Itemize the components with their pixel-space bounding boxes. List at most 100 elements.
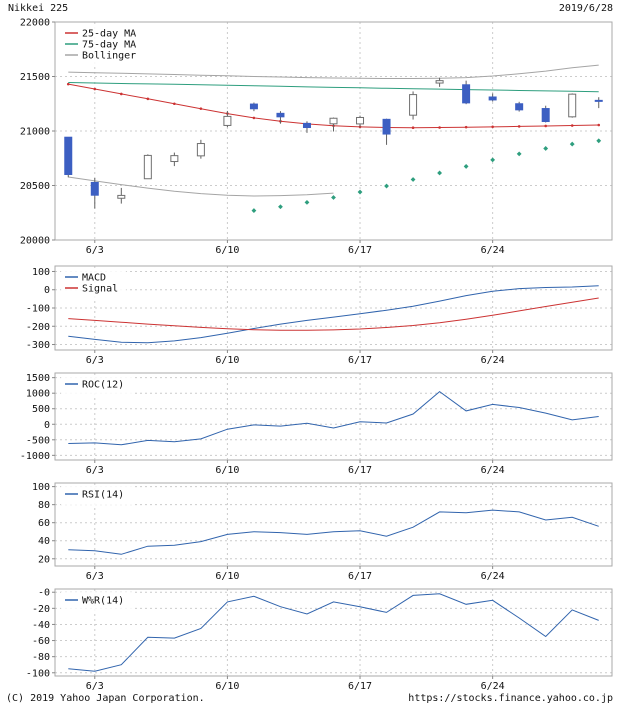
legend-label: W%R(14) (82, 596, 124, 607)
y-tick-label: -1000 (20, 451, 50, 462)
y-tick-label: 80 (38, 500, 50, 511)
legend-label: RSI(14) (82, 490, 124, 501)
y-tick-label: 100 (32, 482, 50, 493)
series-25-day-ma-marker (66, 82, 70, 86)
x-tick-label: 6/17 (348, 681, 372, 692)
panel-price: 22000 21500 21000 20500 20000 6/3 6/10 6/17 6/24… (20, 18, 613, 256)
legend-label: Signal (82, 284, 118, 295)
series-25-day-ma-marker (491, 125, 494, 129)
series-roc-12- (68, 390, 599, 446)
series-bollinger-upper (68, 64, 599, 79)
y-tick-label: 1000 (26, 389, 50, 400)
x-tick-label: 6/3 (86, 465, 104, 476)
candle-down (302, 122, 311, 129)
series-75-day-ma (68, 82, 599, 93)
y-tick-label: 40 (38, 536, 50, 547)
chart-title: Nikkei 225 (8, 3, 69, 14)
candle-up (409, 94, 418, 116)
legend-label: MACD (82, 273, 106, 284)
panel-border (54, 482, 613, 567)
x-tick-label: 6/24 (481, 465, 505, 476)
candle-up (329, 117, 338, 125)
candle-down (382, 118, 391, 135)
panel-border (54, 588, 613, 677)
x-tick-label: 6/17 (348, 571, 372, 582)
x-tick-label: 6/10 (215, 571, 239, 582)
y-tick-label: -300 (26, 340, 50, 351)
y-tick-label: -0 (38, 588, 50, 599)
x-tick-label: 6/24 (481, 571, 505, 582)
series-macd (68, 285, 599, 344)
series-w-r-14- (68, 593, 599, 672)
panel-bg (55, 373, 612, 460)
x-tick-label: 6/3 (86, 355, 104, 366)
y-tick-label: 100 (32, 267, 50, 278)
series-25-day-ma-marker (120, 92, 123, 96)
y-tick-label: 21000 (20, 127, 50, 138)
panel-rsi-14: 100 80 60 40 20 6/3 6/10 6/17 6/24 RSI(14) (32, 482, 613, 582)
candle-up (143, 154, 152, 180)
x-tick-label: 6/10 (215, 355, 239, 366)
panel-border (54, 372, 613, 461)
candle-up (117, 194, 126, 199)
legend-bg (61, 486, 133, 505)
legend-bg (61, 592, 133, 611)
x-tick-label: 6/3 (86, 681, 104, 692)
candle-up (170, 155, 179, 163)
x-tick-label: 6/24 (481, 681, 505, 692)
series-bollinger-lower-rising-dot (490, 157, 496, 163)
x-tick-label: 6/10 (215, 681, 239, 692)
series-bollinger-lower-rising-dot (251, 208, 257, 213)
footer-url: https://stocks.finance.yahoo.co.jp (408, 693, 613, 704)
x-tick-label: 6/17 (348, 465, 372, 476)
series-25-day-ma-marker (464, 125, 468, 129)
series-25-day-ma-marker (199, 107, 203, 110)
series-signal (68, 297, 599, 331)
candle-down (594, 99, 603, 102)
y-tick-label: -60 (32, 636, 50, 647)
series-25-day-ma-marker (252, 116, 256, 120)
y-tick-label: -200 (26, 322, 50, 333)
y-tick-label: 20000 (20, 236, 50, 247)
x-tick-label: 6/17 (348, 245, 372, 256)
x-tick-label: 6/17 (348, 355, 372, 366)
series-bollinger-lower-rising-dot (331, 195, 336, 200)
series-bollinger-lower-rising-dot (437, 170, 442, 176)
candle-down (515, 103, 524, 111)
y-tick-label: -100 (26, 304, 50, 315)
candle-down (249, 103, 258, 110)
series-25-day-ma-marker (438, 126, 441, 129)
series-25-day-ma-marker (93, 87, 97, 91)
y-tick-label: 0 (44, 420, 50, 431)
panel-macd: 100 0 -100 -200 -300 6/3 6/10 6/17 6/24 MACDSigna… (26, 265, 613, 366)
series-bollinger-lower-rising-dot (463, 164, 469, 169)
panel-bg (55, 589, 612, 676)
x-tick-label: 6/3 (86, 571, 104, 582)
series-bollinger-lower-rising-dot (410, 177, 416, 182)
x-tick-label: 6/24 (481, 355, 505, 366)
x-tick-label: 6/10 (215, 245, 239, 256)
panel-roc-12: 1500 1000 500 0 -500 -1000 6/3 6/10 6/17 6/24 ROC(… (20, 372, 613, 476)
candle-up (356, 116, 365, 125)
legend-label: Bollinger (82, 51, 136, 62)
series-25-day-ma-marker (544, 124, 547, 128)
y-tick-label: 0 (44, 285, 50, 296)
series-bollinger-lower-rising-dot (304, 199, 310, 205)
series-25-day-ma-marker (411, 126, 415, 130)
x-tick-label: 6/3 (86, 245, 104, 256)
candle-down (462, 84, 471, 104)
series-bollinger-lower-rising-dot (278, 204, 283, 210)
candle-down (90, 181, 99, 196)
series-bollinger-lower-rising-dot (357, 189, 363, 195)
series-25-day-ma-marker (597, 123, 601, 127)
y-tick-label: 60 (38, 518, 50, 529)
legend-label: ROC(12) (82, 380, 124, 391)
y-tick-label: 21500 (20, 72, 50, 83)
y-tick-label: 20500 (20, 181, 50, 192)
candle-down (541, 108, 550, 123)
candle-down (488, 96, 497, 101)
candle-down (276, 112, 285, 118)
footer-copyright: (C) 2019 Yahoo Japan Corporation. (6, 693, 205, 704)
